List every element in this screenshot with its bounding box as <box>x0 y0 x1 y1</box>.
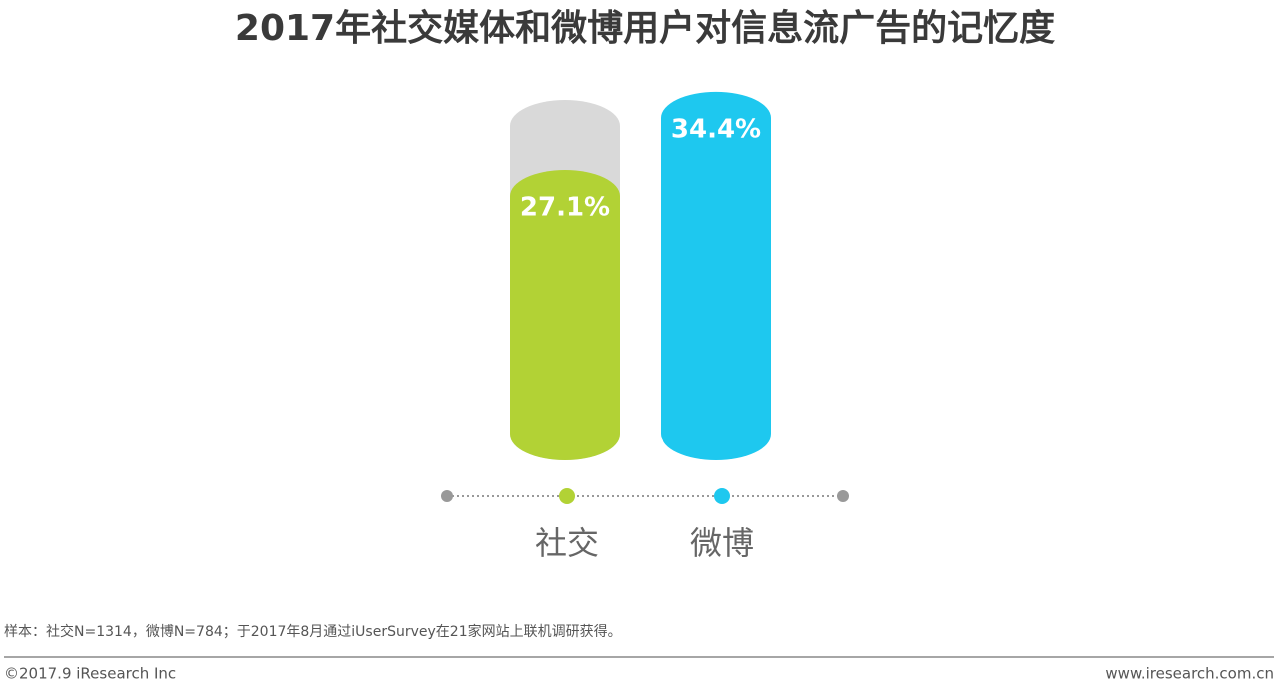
x-tick-label: 社交 <box>535 524 599 562</box>
chart-title: 2017年社交媒体和微博用户对信息流广告的记忆度 <box>235 7 1055 49</box>
bar <box>661 91 771 461</box>
note: 样本：社交N=1314，微博N=784；于2017年8月通过iUserSurve… <box>4 623 622 640</box>
divider <box>618 430 664 463</box>
x-tick-label: 微博 <box>690 524 754 562</box>
value-label: 27.1% <box>520 193 610 223</box>
end-dot <box>837 490 849 502</box>
bar <box>510 170 620 460</box>
value-label: 34.4% <box>671 114 761 144</box>
copyright: ©2017.9 iResearch Inc <box>4 665 176 683</box>
website: www.iresearch.com.cn <box>1105 665 1274 683</box>
end-dot <box>441 490 453 502</box>
category-dot <box>559 488 575 504</box>
bars: 27.1% 34.4% <box>510 91 771 461</box>
category-dot <box>714 488 730 504</box>
